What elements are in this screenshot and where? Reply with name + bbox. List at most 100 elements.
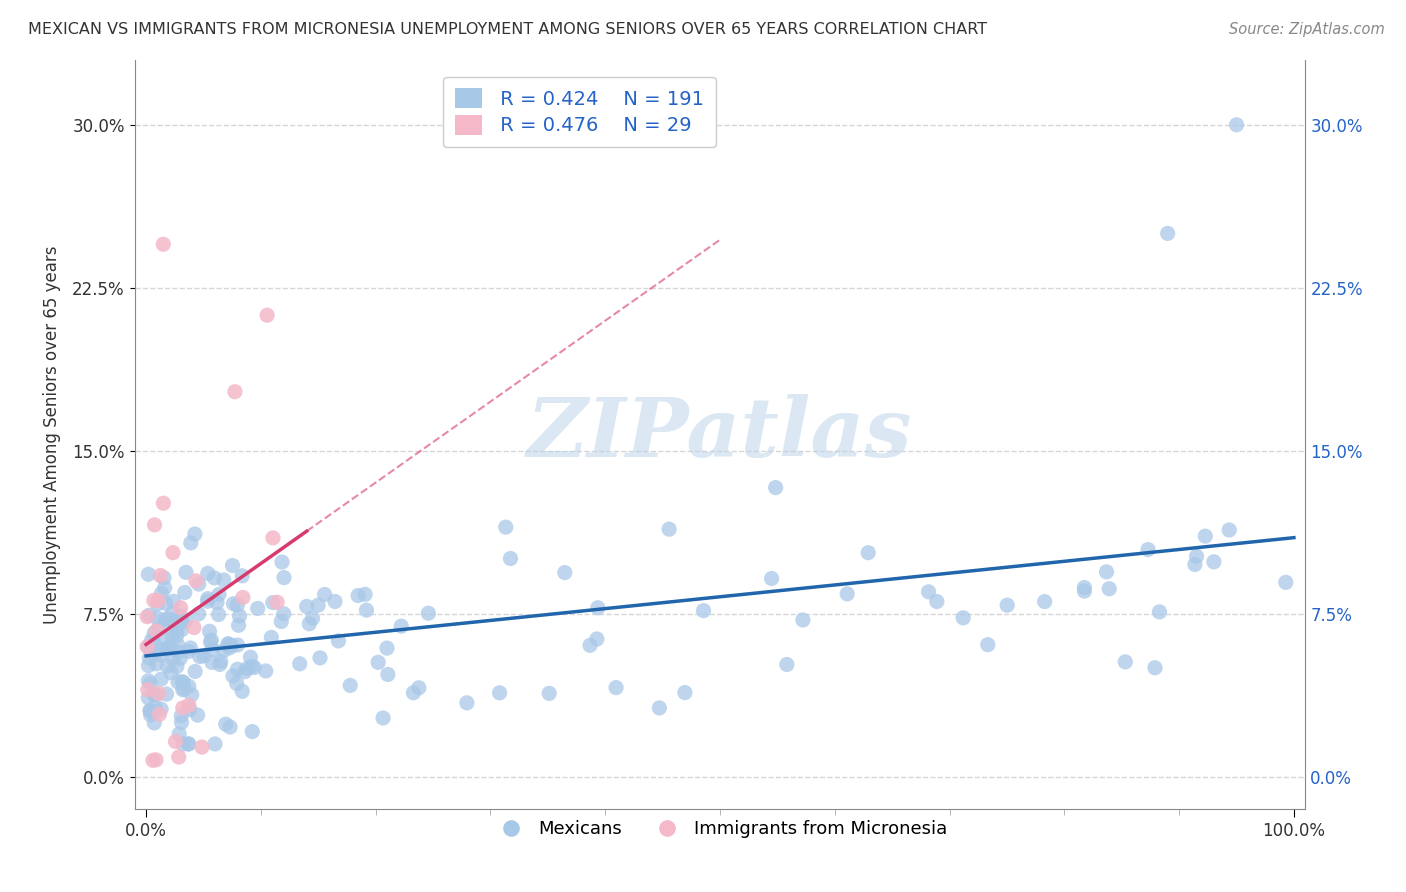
Point <box>139 704 162 718</box>
Point <box>187 577 209 591</box>
Point <box>191 740 214 755</box>
Point <box>136 682 159 697</box>
Point <box>207 607 229 622</box>
Point <box>200 635 222 649</box>
Point <box>149 648 172 662</box>
Point <box>149 568 172 582</box>
Point <box>673 685 696 699</box>
Point <box>165 734 187 748</box>
Point <box>858 546 880 560</box>
Point <box>262 596 284 610</box>
Point <box>256 308 278 322</box>
Point <box>495 520 517 534</box>
Point <box>218 637 240 651</box>
Point <box>148 593 170 607</box>
Point <box>167 727 190 741</box>
Point <box>136 609 159 624</box>
Point <box>145 611 167 625</box>
Point <box>167 645 190 659</box>
Point <box>145 657 167 671</box>
Point <box>142 593 165 607</box>
Point <box>138 690 160 705</box>
Point <box>239 650 262 665</box>
Point <box>179 702 201 716</box>
Point <box>139 707 162 722</box>
Point <box>143 715 166 730</box>
Point <box>232 591 254 605</box>
Point <box>197 594 219 608</box>
Point <box>183 621 205 635</box>
Point <box>1098 582 1121 596</box>
Point <box>1156 227 1178 241</box>
Point <box>166 618 188 632</box>
Point <box>184 574 207 588</box>
Point <box>1202 555 1225 569</box>
Point <box>143 517 166 532</box>
Point <box>586 600 609 615</box>
Point <box>1143 661 1166 675</box>
Point <box>586 632 609 646</box>
Point <box>222 669 245 683</box>
Point <box>354 587 377 601</box>
Point <box>977 638 1000 652</box>
Point <box>162 605 184 619</box>
Point <box>170 715 193 730</box>
Point <box>1185 549 1208 564</box>
Point <box>148 621 170 635</box>
Point <box>228 618 250 632</box>
Point <box>538 686 561 700</box>
Point <box>648 701 671 715</box>
Point <box>150 702 173 716</box>
Point <box>208 657 231 672</box>
Point <box>238 831 260 846</box>
Point <box>1095 565 1118 579</box>
Point <box>266 595 288 609</box>
Point <box>157 641 180 656</box>
Point <box>270 615 292 629</box>
Point <box>209 655 232 669</box>
Point <box>579 638 602 652</box>
Point <box>377 667 399 681</box>
Point <box>225 676 247 690</box>
Point <box>153 581 176 595</box>
Point <box>138 567 160 582</box>
Point <box>218 640 240 655</box>
Point <box>307 598 329 612</box>
Point <box>143 688 166 702</box>
Point <box>488 686 510 700</box>
Point <box>554 566 576 580</box>
Point <box>262 531 284 545</box>
Point <box>402 686 425 700</box>
Legend: Mexicans, Immigrants from Micronesia: Mexicans, Immigrants from Micronesia <box>485 813 955 845</box>
Point <box>177 644 200 658</box>
Point <box>162 546 184 560</box>
Point <box>142 753 165 767</box>
Point <box>172 701 194 715</box>
Point <box>288 657 311 671</box>
Point <box>273 607 295 621</box>
Point <box>166 659 188 673</box>
Point <box>174 566 197 580</box>
Point <box>226 598 249 612</box>
Point <box>138 651 160 665</box>
Point <box>208 587 231 601</box>
Point <box>172 737 194 751</box>
Point <box>222 597 245 611</box>
Point <box>273 571 295 585</box>
Point <box>159 640 181 654</box>
Point <box>169 600 191 615</box>
Point <box>215 717 238 731</box>
Point <box>188 649 211 664</box>
Point <box>347 589 370 603</box>
Point <box>418 606 440 620</box>
Point <box>187 607 209 621</box>
Point <box>172 674 194 689</box>
Point <box>180 536 202 550</box>
Point <box>155 596 177 610</box>
Point <box>298 616 321 631</box>
Point <box>187 708 209 723</box>
Point <box>692 604 714 618</box>
Point <box>167 750 190 764</box>
Point <box>156 641 179 656</box>
Text: ZIPatlas: ZIPatlas <box>527 394 912 475</box>
